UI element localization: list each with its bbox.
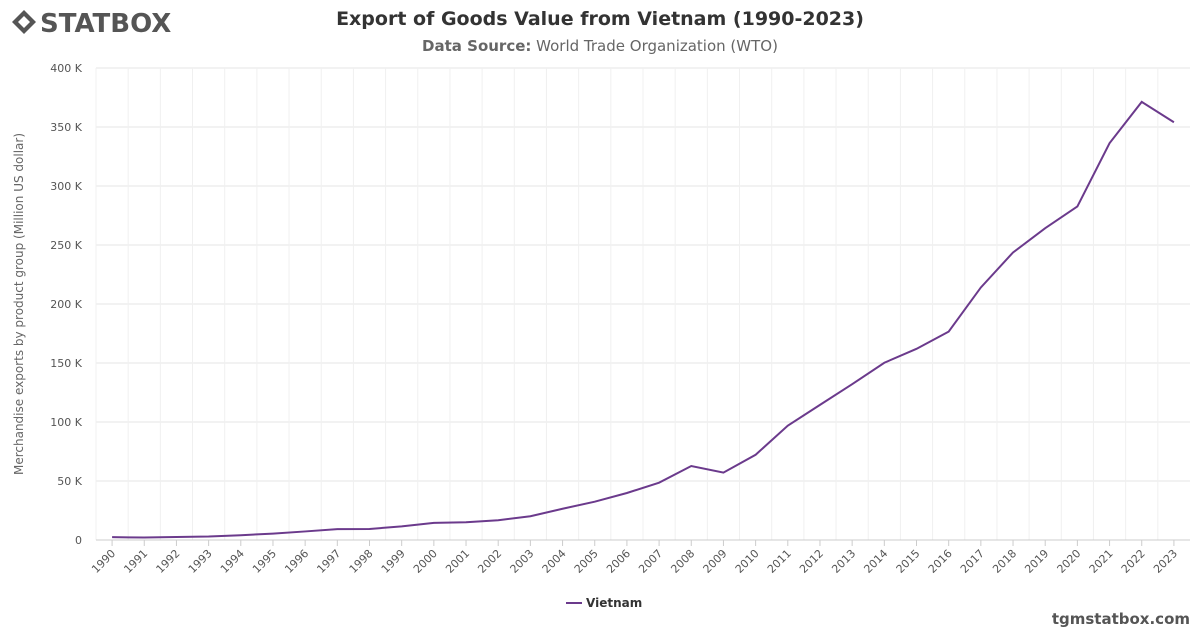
y-tick-label: 100 K <box>50 416 82 429</box>
x-tick-label: 1991 <box>121 547 150 576</box>
x-tick-label: 1999 <box>379 547 408 576</box>
logo-icon-inner <box>18 16 30 28</box>
x-tick-label: 2014 <box>861 547 890 576</box>
y-tick-label: 200 K <box>50 298 82 311</box>
x-tick-label: 2008 <box>668 547 697 576</box>
x-tick-label: 2006 <box>604 547 633 576</box>
x-tick-label: 1996 <box>282 547 311 576</box>
chart-title: Export of Goods Value from Vietnam (1990… <box>336 8 864 30</box>
x-tick-label: 2005 <box>572 547 601 576</box>
x-tick-label: 2018 <box>990 547 1019 576</box>
x-tick-label: 1997 <box>314 547 343 576</box>
legend-label[interactable]: Vietnam <box>586 596 642 610</box>
x-tick-label: 2003 <box>508 547 537 576</box>
x-tick-label: 2011 <box>765 547 794 576</box>
x-tick-label: 2001 <box>443 547 472 576</box>
x-tick-label: 2022 <box>1119 547 1148 576</box>
x-tick-label: 2007 <box>636 547 665 576</box>
x-tick-label: 2012 <box>797 547 826 576</box>
x-tick-label: 2013 <box>829 547 858 576</box>
x-tick-label: 1998 <box>347 547 376 576</box>
subtitle-text: World Trade Organization (WTO) <box>536 37 778 55</box>
y-tick-label: 150 K <box>50 357 82 370</box>
x-tick-label: 2017 <box>958 547 987 576</box>
x-tick-label: 2009 <box>701 547 730 576</box>
x-tick-label: 1990 <box>89 547 118 576</box>
subtitle-label: Data Source: <box>422 37 531 55</box>
x-tick-label: 2016 <box>926 547 955 576</box>
x-tick-label: 2020 <box>1055 547 1084 576</box>
y-tick-label: 250 K <box>50 239 82 252</box>
watermark: tgmstatbox.com <box>1052 610 1190 628</box>
x-tick-label: 2023 <box>1151 547 1180 576</box>
y-tick-label: 300 K <box>50 180 82 193</box>
y-tick-label: 350 K <box>50 121 82 134</box>
line <box>112 100 1175 539</box>
x-tick-label: 2021 <box>1087 547 1116 576</box>
y-axis-label: Merchandise exports by product group (Mi… <box>12 133 26 475</box>
x-tick-label: 1994 <box>218 547 247 576</box>
y-tick-label: 0 <box>75 534 82 547</box>
x-tick-label: 2004 <box>540 547 569 576</box>
y-tick-label: 50 K <box>57 475 82 488</box>
x-tick-label: 1995 <box>250 547 279 576</box>
x-tick-label: 2002 <box>475 547 504 576</box>
x-tick-label: 1993 <box>186 547 215 576</box>
x-tick-label: 2019 <box>1022 547 1051 576</box>
x-tick-label: 2015 <box>894 547 923 576</box>
x-tick-label: 1992 <box>154 547 183 576</box>
logo: STATBOX <box>12 9 171 39</box>
x-tick-label: 2000 <box>411 547 440 576</box>
chart-subtitle: Data Source: World Trade Organization (W… <box>422 37 778 55</box>
y-tick-label: 400 K <box>50 62 82 75</box>
logo-text: STATBOX <box>40 9 171 39</box>
x-tick-label: 2010 <box>733 547 762 576</box>
